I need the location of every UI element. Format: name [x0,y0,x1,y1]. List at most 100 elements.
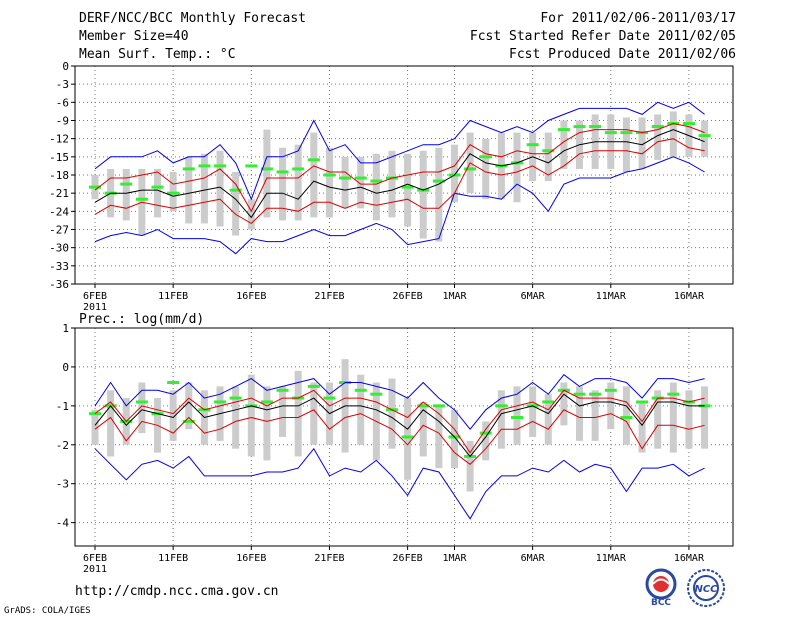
temp-xtick-label: 21FEB [314,291,344,302]
bcc-logo-swirl [652,578,670,585]
precip-obs-mark [89,412,101,416]
ncc-logo: NCC [687,569,725,607]
temp-obs-mark [354,176,367,180]
precip-box [419,401,427,457]
temp-ytick-label: -21 [49,187,69,200]
precip-ytick-label: 1 [62,322,69,335]
temp-xtick-label: 11FEB [158,291,188,302]
precip-box [185,382,193,430]
precip-ytick-label: -3 [56,478,69,491]
precip-obs-mark [214,400,227,404]
precip-obs-mark [604,388,617,392]
temp-box [200,153,208,224]
precip-ytick-label: -4 [56,517,70,530]
temp-box [154,168,162,218]
temp-box [247,199,255,230]
precip-obs-mark [479,431,492,435]
temp-obs-mark [479,155,492,159]
precip-max-line [94,374,705,430]
temp-obs-mark [589,125,602,129]
temp-obs-mark [307,158,320,162]
temp-box [669,111,677,157]
precip-xtick-label: 6FEB [83,553,107,564]
precip-xtick-label: 1MAR [442,553,467,564]
temp-obs-mark [401,185,414,189]
temp-xtick-label: 11MAR [596,291,627,302]
precip-box [529,386,537,437]
temp-box [357,156,365,209]
temp-year-label: 2011 [83,302,107,313]
precip-obs-mark [417,404,430,408]
temp-obs-mark [229,188,242,192]
precip-box [263,386,271,461]
precip-box [544,394,552,445]
temp-ytick-label: -33 [49,260,69,273]
temp-obs-mark [292,167,305,171]
ncc-logo-text: NCC [694,584,718,595]
precip-box [169,390,177,441]
precip-xtick-label: 26FEB [393,553,423,564]
precip-box [450,409,458,469]
temp-obs-mark [182,167,195,171]
temp-box [513,132,521,203]
precip-mean-line [94,393,705,458]
temp-box [450,144,458,203]
ncc-logo-inner-ring [693,575,719,601]
precip-obs-mark [636,400,649,404]
temp-box [638,117,646,169]
precip-obs-mark [354,388,367,392]
temp-box [560,120,568,169]
precip-obs-mark [370,392,383,396]
temp-obs-mark [135,197,148,201]
bcc-logo-text: BCC [651,598,671,607]
temp-box [388,150,396,218]
precip-ytick-label: -2 [56,439,69,452]
source-url[interactable]: http://cmdp.ncc.cma.gov.cn [75,584,279,599]
temp-obs-mark [167,191,180,195]
precip-min-line [94,447,705,520]
precip-obs-mark [229,396,242,400]
temp-obs-mark [120,182,133,186]
temp-box [654,114,662,160]
temp-box [185,156,193,224]
precip-panel: 1 0 -1 -2 -3 -4 6FEB 11FEB 16FEB 21FEB 26FEB 1MAR 6M… [56,322,734,575]
temp-xtick-label: 1MAR [442,291,467,302]
precip-box [404,398,412,480]
temp-obs-mark [573,125,586,129]
bcc-logo-ring [645,568,677,600]
temp-box [263,129,271,218]
precip-box [247,374,255,457]
temp-box [216,150,224,227]
temp-box [404,153,412,227]
temp-box [482,138,490,200]
temp-obs-mark [604,131,617,135]
temp-box [169,171,177,212]
precip-box [607,382,615,430]
temp-obs-mark [682,122,695,126]
temp-panel-title: Mean Surf. Temp.: °C [79,47,236,62]
temp-lower-line [94,138,705,225]
precip-xtick-label: 11FEB [158,553,188,564]
temp-obs-mark [89,185,101,189]
precip-lower-line [94,409,705,465]
temp-obs-mark [214,164,227,168]
precip-box [138,382,146,434]
temp-mean-line [94,129,705,219]
precip-obs-mark [323,396,336,400]
precip-ytick-label: -1 [56,400,69,413]
temp-obs-mark [245,164,258,168]
precip-box [91,409,99,445]
precip-box [232,386,240,449]
precip-box [560,382,568,426]
precip-obs-mark [542,400,555,404]
temp-box [325,147,333,218]
precip-xtick-label: 11MAR [596,553,627,564]
temp-max-line [94,101,705,201]
temp-ytick-label: -6 [56,96,69,109]
temp-box [419,150,427,239]
precip-obs-mark [589,392,602,396]
precip-obs-mark [182,419,195,423]
precip-obs-mark [307,384,320,388]
precip-box [622,386,630,445]
precip-box [701,386,709,449]
